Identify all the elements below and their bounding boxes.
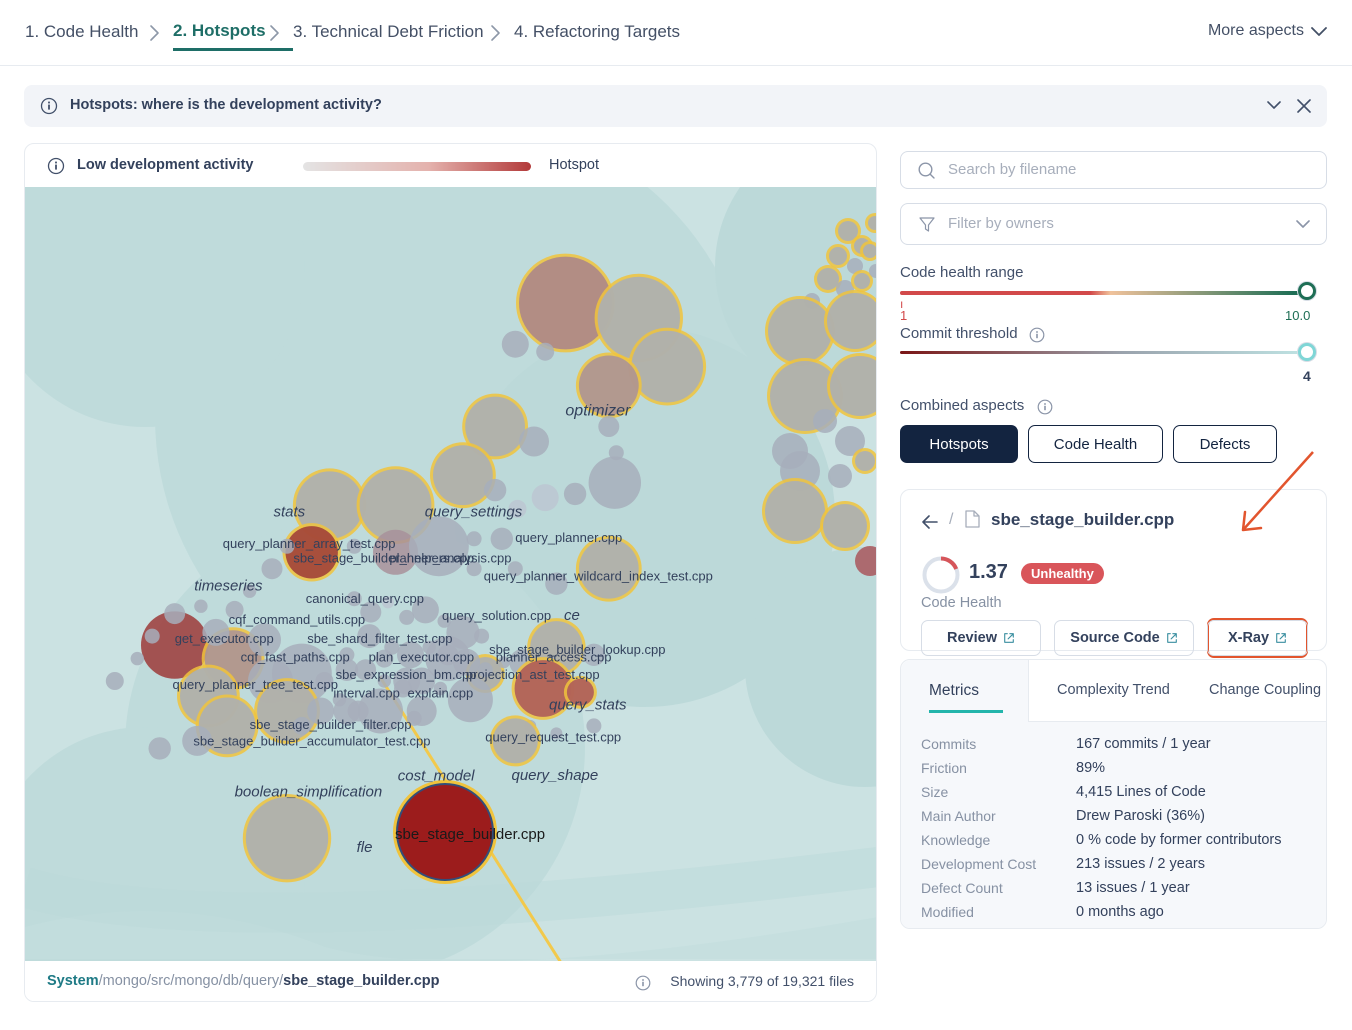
svg-text:query_planner.cpp: query_planner.cpp xyxy=(515,530,622,545)
svg-text:sbe_expression_bm.cpp: sbe_expression_bm.cpp xyxy=(336,667,477,682)
svg-text:query_planner_tree_test.cpp: query_planner_tree_test.cpp xyxy=(173,677,339,692)
svg-text:fle: fle xyxy=(357,839,373,856)
svg-text:timeseries: timeseries xyxy=(194,577,263,594)
svg-text:canonical_query.cpp: canonical_query.cpp xyxy=(306,591,424,606)
svg-text:query_planner_array_test.cpp: query_planner_array_test.cpp xyxy=(223,536,396,551)
svg-text:plan_executor.cpp: plan_executor.cpp xyxy=(369,650,475,665)
svg-text:sbe_shard_filter_test.cpp: sbe_shard_filter_test.cpp xyxy=(307,631,452,646)
svg-text:query_planner_wildcard_index_t: query_planner_wildcard_index_test.cpp xyxy=(484,569,713,584)
svg-text:query_solution.cpp: query_solution.cpp xyxy=(442,608,551,623)
svg-text:ce: ce xyxy=(564,607,580,624)
svg-text:planner_access.cpp: planner_access.cpp xyxy=(496,650,612,665)
svg-text:query_settings: query_settings xyxy=(425,503,523,520)
svg-text:sbe_stage_builder.cpp: sbe_stage_builder.cpp xyxy=(395,826,545,843)
svg-text:interval.cpp: interval.cpp xyxy=(333,686,399,701)
svg-text:query_stats: query_stats xyxy=(549,697,627,714)
svg-text:explain.cpp: explain.cpp xyxy=(408,686,474,701)
svg-text:optimizer: optimizer xyxy=(565,402,631,419)
svg-text:query_request_test.cpp: query_request_test.cpp xyxy=(485,730,621,745)
svg-text:cost_model: cost_model xyxy=(398,768,475,785)
svg-text:query_shape: query_shape xyxy=(512,767,599,784)
svg-text:planner_analysis.cpp: planner_analysis.cpp xyxy=(389,551,511,566)
svg-text:sbe_stage_builder_filter.cpp: sbe_stage_builder_filter.cpp xyxy=(250,717,412,732)
svg-text:cqf_command_utils.cpp: cqf_command_utils.cpp xyxy=(229,612,366,627)
svg-text:stats: stats xyxy=(274,503,306,520)
svg-text:get_executor.cpp: get_executor.cpp xyxy=(175,631,274,646)
svg-text:projection_ast_test.cpp: projection_ast_test.cpp xyxy=(466,667,600,682)
svg-text:cqf_fast_paths.cpp: cqf_fast_paths.cpp xyxy=(241,650,350,665)
svg-text:sbe_stage_builder_accumulator_: sbe_stage_builder_accumulator_test.cpp xyxy=(193,733,430,748)
svg-text:boolean_simplification: boolean_simplification xyxy=(235,783,383,800)
